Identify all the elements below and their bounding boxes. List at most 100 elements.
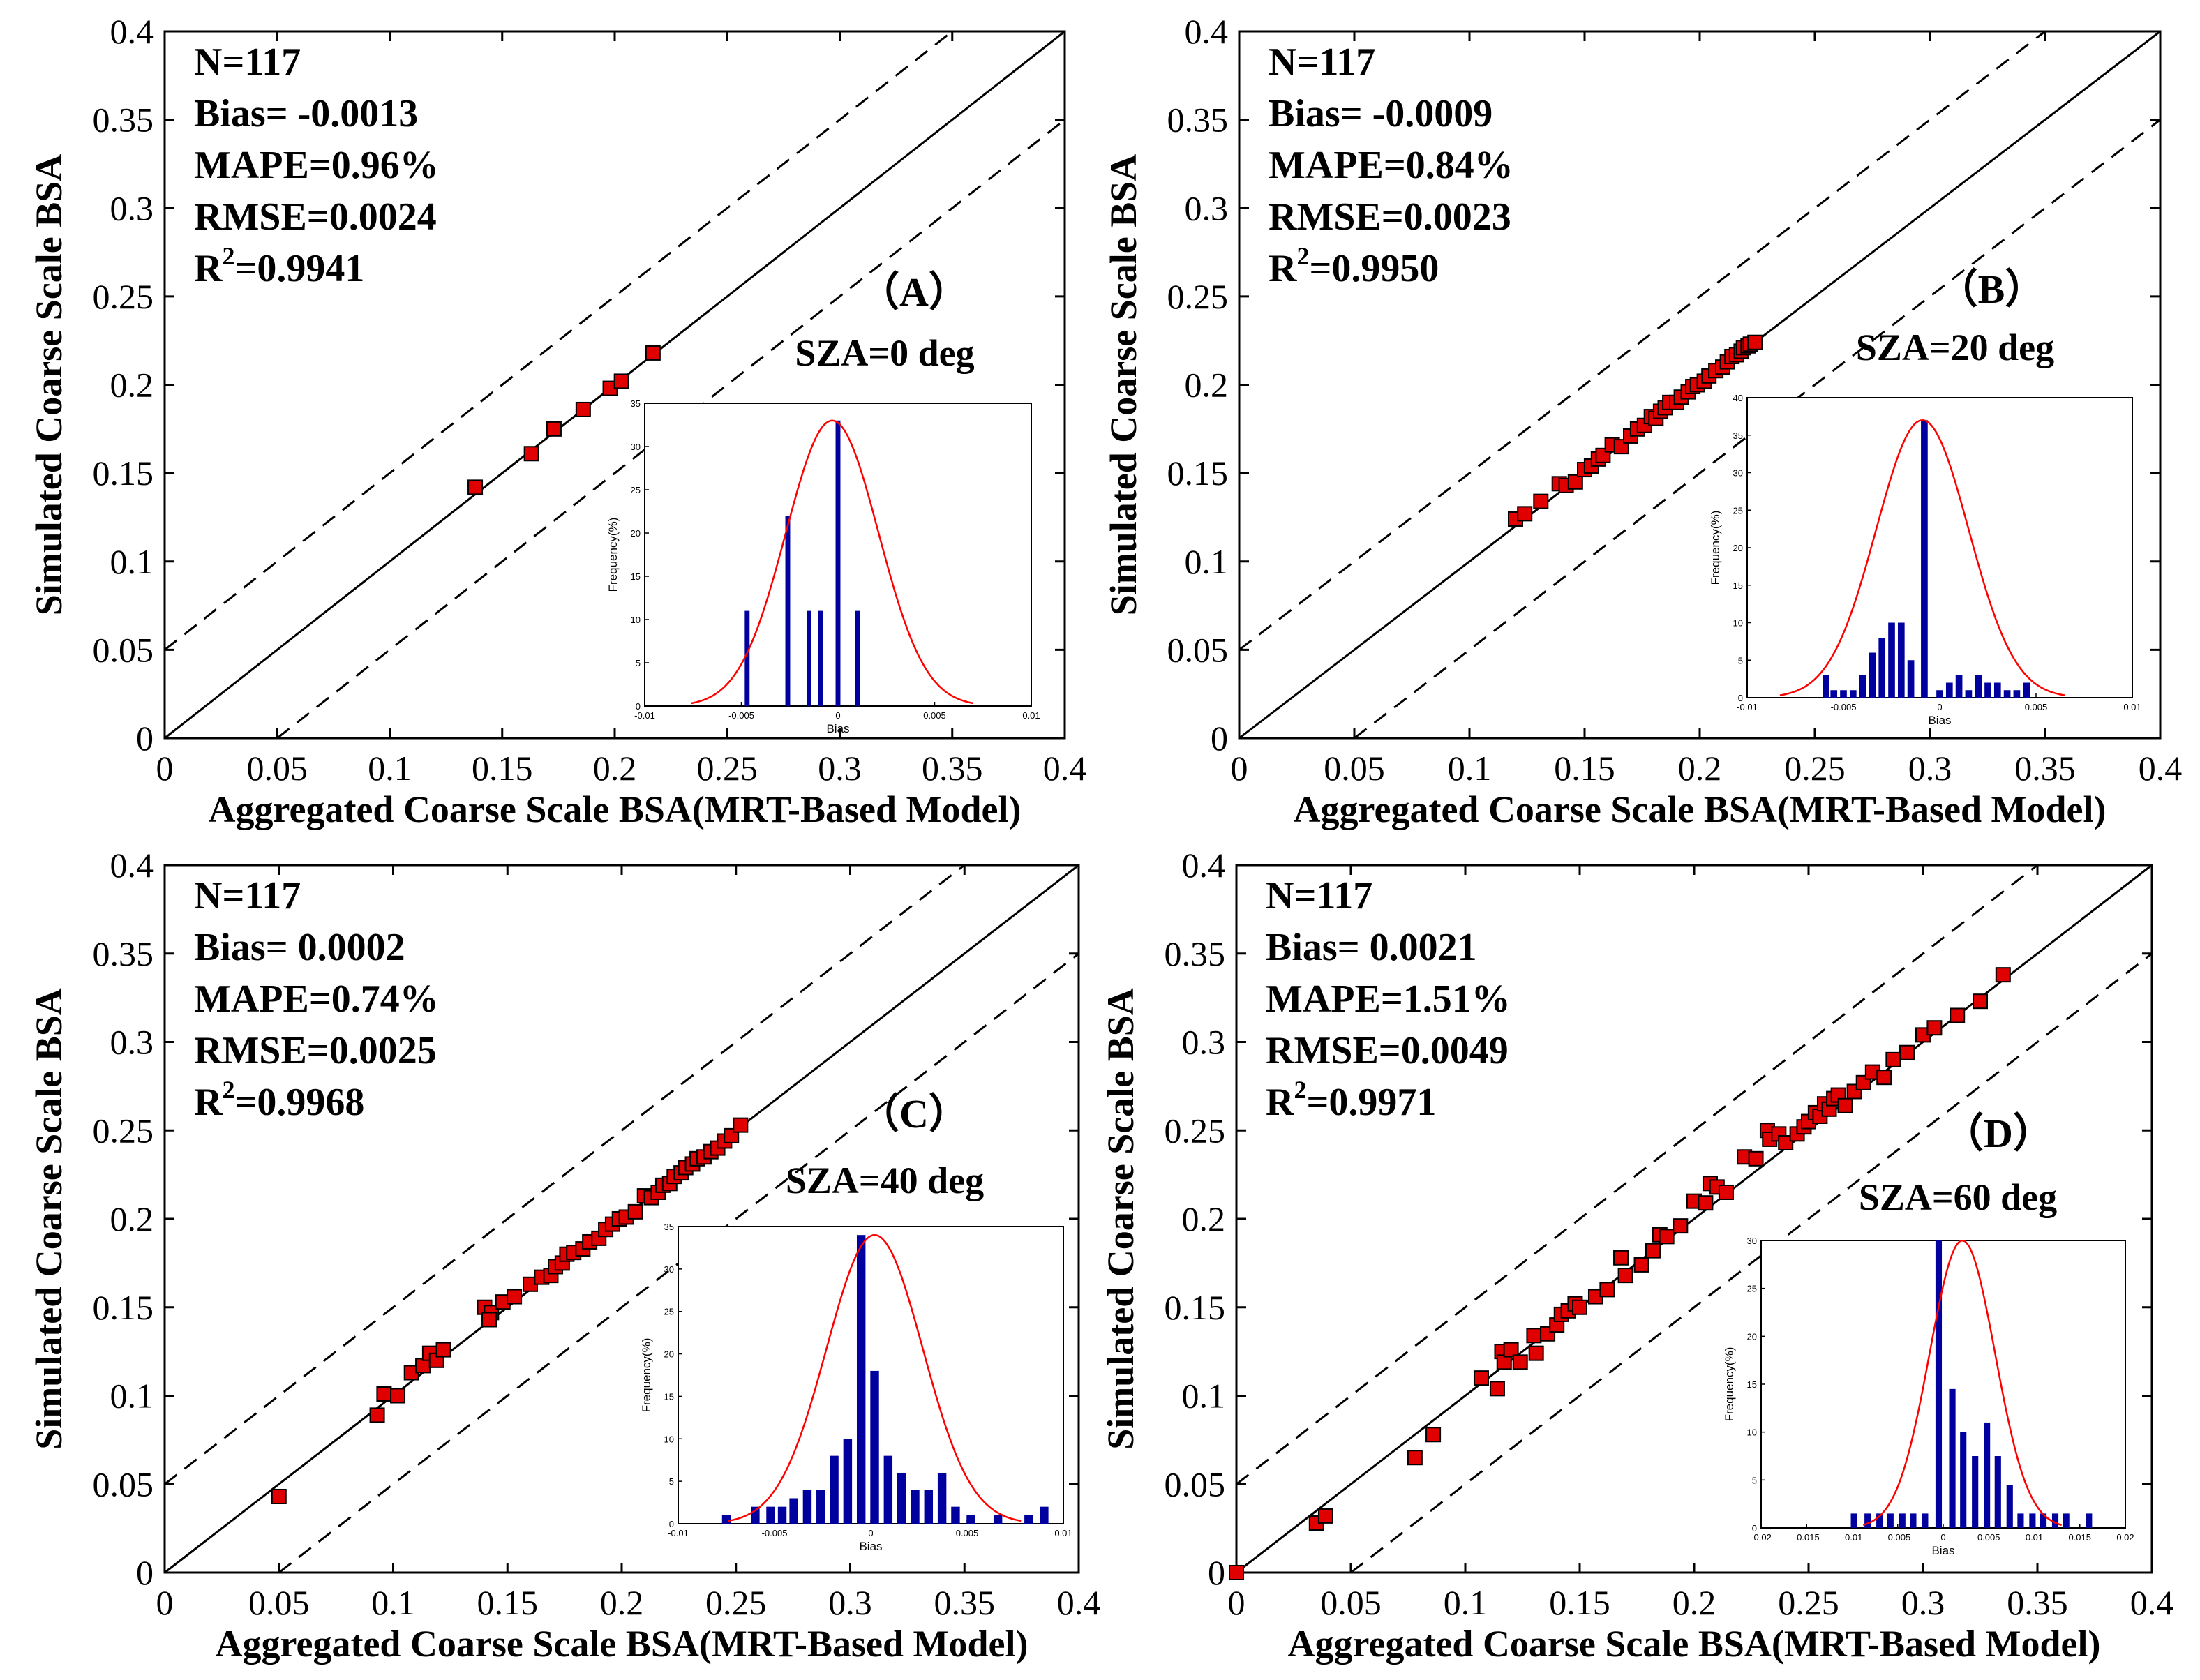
data-point xyxy=(467,479,484,495)
inset-y-tick-label: 0 xyxy=(1738,693,1743,703)
data-point xyxy=(1837,1097,1853,1113)
inset-histogram: -0.01 -0.005 0 0.005 0.01 0 5 10 15 20 25 30 35 Bias F… xyxy=(640,1222,1072,1553)
data-point xyxy=(575,401,591,417)
data-point xyxy=(627,1203,643,1220)
y-tick-label: 0 xyxy=(136,719,154,758)
data-point xyxy=(1659,1229,1675,1245)
x-tick-label: 0.05 xyxy=(1324,749,1385,788)
x-tick-label: 0.1 xyxy=(371,1583,415,1622)
data-point xyxy=(1698,1195,1714,1211)
stat-r2-superscript: 2 xyxy=(1294,1076,1306,1104)
inset-x-tick-label: -0.02 xyxy=(1751,1532,1772,1543)
x-tick-label: 0.1 xyxy=(368,749,412,788)
inset-y-tick-label: 35 xyxy=(664,1222,674,1232)
inset-x-tick-label: 0.01 xyxy=(2026,1532,2043,1543)
stat-bias: Bias= 0.0021 xyxy=(1266,926,1477,969)
one-to-one-line xyxy=(1236,865,2152,1573)
x-tick-label: 0.35 xyxy=(922,749,983,788)
stat-mape: MAPE=0.84% xyxy=(1269,144,1513,187)
stat-mape: MAPE=0.74% xyxy=(194,977,439,1021)
data-point xyxy=(1526,1328,1542,1344)
x-tick-label: 0.4 xyxy=(1057,1583,1101,1622)
stat-mape: MAPE=1.51% xyxy=(1266,977,1511,1021)
inset-y-label: Frequency(%) xyxy=(1709,511,1722,585)
inset-y-tick-label: 40 xyxy=(1733,393,1743,403)
stat-r2: R2=0.9971 xyxy=(1266,1076,1436,1124)
x-tick-label: 0.05 xyxy=(247,749,308,788)
inset-x-tick-label: 0.005 xyxy=(2025,702,2048,712)
upper-bound-line xyxy=(165,31,953,651)
histogram-bar xyxy=(1876,1513,1883,1528)
data-point xyxy=(1512,1354,1528,1370)
histogram-bar xyxy=(721,1515,731,1524)
stat-r2-value: =0.9941 xyxy=(234,247,364,290)
inset-y-tick-label: 15 xyxy=(664,1391,674,1402)
x-tick-label: 0.25 xyxy=(705,1583,767,1622)
stat-n: N=117 xyxy=(1266,874,1372,917)
inset-histogram: -0.02 -0.015 -0.01 -0.005 0 0.005 0.01 0.015 0.0… xyxy=(1723,1236,2134,1557)
inset-y-label: Frequency(%) xyxy=(606,518,620,592)
data-point xyxy=(1899,1044,1915,1060)
histogram-bar xyxy=(1994,1456,2001,1528)
inset-x-tick-label: 0.01 xyxy=(2123,702,2141,712)
x-tick-label: 0.15 xyxy=(1554,749,1615,788)
data-point xyxy=(1747,334,1763,350)
histogram-bar xyxy=(1949,1388,1956,1528)
y-tick-label: 0.2 xyxy=(110,1199,154,1238)
data-point xyxy=(1718,1184,1734,1200)
stat-rmse: RMSE=0.0023 xyxy=(1269,195,1511,239)
histogram-bar xyxy=(1907,660,1915,698)
inset-histogram: -0.01 -0.005 0 0.005 0.01 0 5 10 15 20 25 30 35 Bias F… xyxy=(606,398,1040,735)
histogram-bar xyxy=(2006,1485,2013,1528)
histogram-bar xyxy=(806,610,811,706)
y-tick-label: 0.15 xyxy=(93,453,154,493)
inset-y-tick-label: 15 xyxy=(1733,580,1743,591)
inset-y-tick-label: 15 xyxy=(631,571,641,582)
histogram-bar xyxy=(1840,690,1847,698)
stat-r2-symbol: R xyxy=(194,1081,223,1124)
data-point xyxy=(733,1117,749,1133)
scatter-points xyxy=(1229,967,2011,1580)
histogram-bar xyxy=(2013,690,2021,698)
x-tick-label: 0 xyxy=(1228,1583,1245,1622)
data-point xyxy=(1317,1508,1333,1524)
inset-y-tick-label: 0 xyxy=(636,701,641,712)
histogram-bar xyxy=(1910,1513,1917,1528)
y-tick-label: 0.3 xyxy=(1182,1023,1226,1062)
x-tick-label: 0.2 xyxy=(1678,749,1722,788)
y-axis-ticks: 0 0.05 0.1 0.15 0.2 0.25 0.3 0.35 0.4 xyxy=(1167,12,2160,758)
y-tick-label: 0.1 xyxy=(110,542,154,581)
sza-label: SZA=40 deg xyxy=(786,1160,984,1201)
histogram-bar xyxy=(744,610,750,706)
histogram-bar xyxy=(2029,1513,2036,1528)
histogram-bar xyxy=(993,1515,1003,1524)
histogram-bar xyxy=(777,1506,787,1524)
inset-x-tick-label: 0.005 xyxy=(956,1528,979,1538)
stat-bias: Bias= 0.0002 xyxy=(194,926,405,969)
data-point xyxy=(1926,1020,1943,1036)
inset-x-tick-label: 0.01 xyxy=(1054,1528,1072,1538)
histogram-bar xyxy=(1899,1513,1906,1528)
stat-rmse: RMSE=0.0024 xyxy=(194,195,437,239)
inset-y-tick-label: 10 xyxy=(1733,618,1743,629)
inset-x-tick-label: -0.01 xyxy=(1842,1532,1863,1543)
y-axis-label: Simulated Coarse Scale BSA xyxy=(1100,988,1142,1450)
y-axis-label: Simulated Coarse Scale BSA xyxy=(1102,154,1144,616)
sza-label: SZA=60 deg xyxy=(1859,1176,2057,1218)
histogram-bar xyxy=(1859,675,1866,698)
data-point xyxy=(1473,1370,1489,1386)
stat-r2-symbol: R xyxy=(194,247,223,290)
inset-x-tick-label: -0.005 xyxy=(762,1528,788,1538)
x-tick-label: 0.15 xyxy=(477,1583,539,1622)
x-tick-label: 0 xyxy=(156,1583,174,1622)
inset-histogram: -0.01 -0.005 0 0.005 0.01 0 5 10 15 20 25 30 35 40 Bia… xyxy=(1709,393,2141,727)
upper-bound-line xyxy=(1236,865,2038,1485)
x-tick-label: 0.15 xyxy=(1549,1583,1610,1622)
normal-fit-curve xyxy=(728,1233,1022,1522)
upper-bound-line xyxy=(1239,31,2046,651)
y-tick-label: 0.05 xyxy=(93,1464,154,1503)
histogram-bar xyxy=(1935,1240,1943,1528)
stat-mape: MAPE=0.96% xyxy=(194,144,439,187)
x-tick-label: 0.35 xyxy=(934,1583,996,1622)
histogram-bar xyxy=(816,1490,825,1524)
